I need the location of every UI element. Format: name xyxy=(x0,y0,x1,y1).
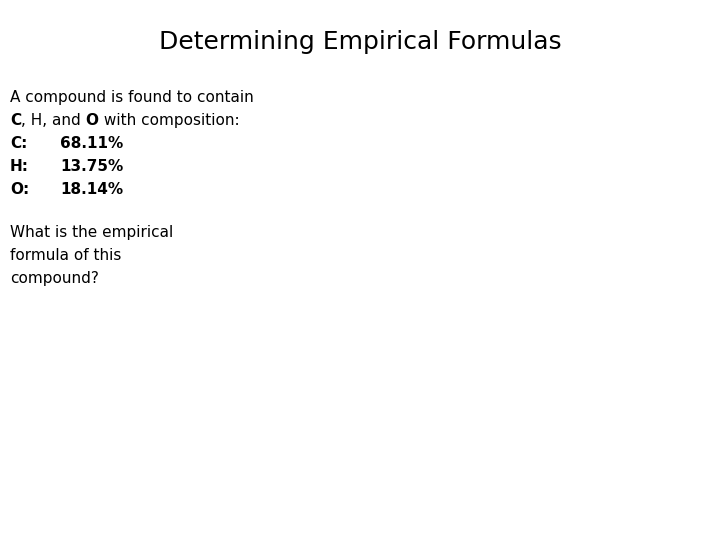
Text: formula of this: formula of this xyxy=(10,248,122,263)
Text: O: O xyxy=(86,113,99,128)
Text: C: C xyxy=(10,113,21,128)
Text: O:: O: xyxy=(10,182,30,197)
Text: 13.75%: 13.75% xyxy=(60,159,123,174)
Text: What is the empirical: What is the empirical xyxy=(10,225,174,240)
Text: 18.14%: 18.14% xyxy=(60,182,123,197)
Text: C:: C: xyxy=(10,136,27,151)
Text: with composition:: with composition: xyxy=(99,113,239,128)
Text: Determining Empirical Formulas: Determining Empirical Formulas xyxy=(158,30,562,54)
Text: , H, and: , H, and xyxy=(21,113,86,128)
Text: H:: H: xyxy=(10,159,29,174)
Text: A compound is found to contain: A compound is found to contain xyxy=(10,90,253,105)
Text: compound?: compound? xyxy=(10,271,99,286)
Text: 68.11%: 68.11% xyxy=(60,136,123,151)
